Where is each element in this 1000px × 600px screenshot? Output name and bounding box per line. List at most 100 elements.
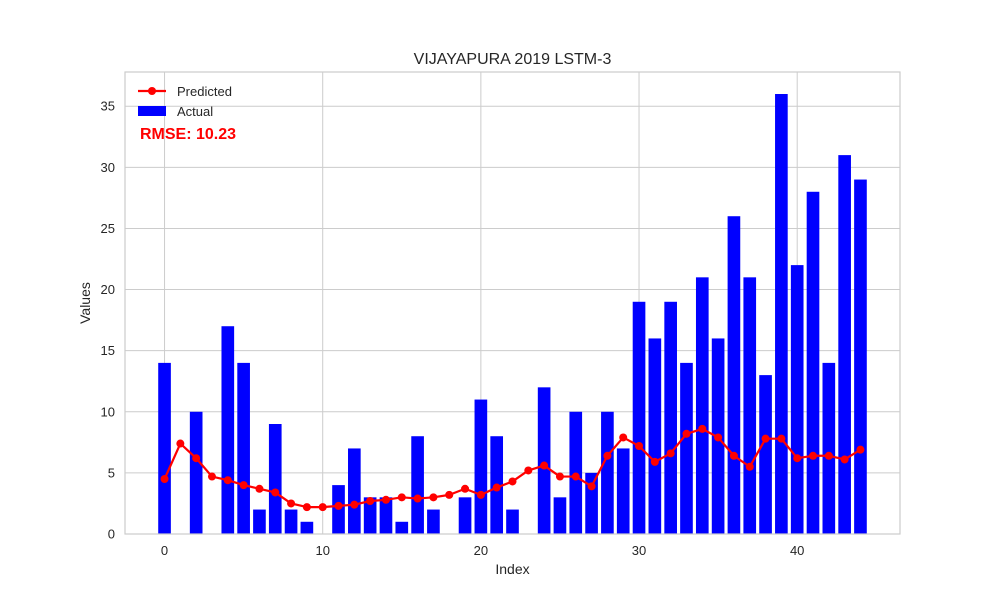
- y-tick-label: 25: [101, 221, 115, 236]
- predicted-point: [476, 490, 485, 499]
- y-tick-label: 5: [108, 465, 115, 480]
- bar-actual: [854, 179, 867, 535]
- predicted-point: [729, 451, 738, 460]
- bar-actual: [189, 411, 203, 534]
- bar-actual: [790, 265, 804, 534]
- y-tick-label: 0: [108, 527, 115, 542]
- predicted-point: [192, 454, 201, 463]
- bar-actual: [743, 277, 757, 534]
- predicted-point: [239, 481, 248, 490]
- predicted-point: [809, 451, 818, 460]
- predicted-point: [777, 434, 786, 443]
- bar-actual: [537, 387, 551, 534]
- x-tick-label: 40: [790, 543, 804, 558]
- x-tick-label: 10: [315, 543, 329, 558]
- predicted-point: [524, 466, 533, 475]
- predicted-point: [508, 477, 517, 486]
- legend-predicted-swatch-marker: [148, 87, 156, 95]
- predicted-point: [824, 451, 833, 460]
- predicted-point: [302, 503, 311, 512]
- x-tick-label: 30: [632, 543, 646, 558]
- x-axis-label: Index: [495, 561, 529, 577]
- rmse-annotation: RMSE: 10.23: [140, 126, 236, 143]
- predicted-point: [366, 497, 375, 505]
- bar-actual: [664, 301, 677, 534]
- y-tick-label: 30: [101, 160, 115, 175]
- predicted-point: [350, 500, 359, 509]
- predicted-point: [587, 482, 596, 491]
- bar-actual: [474, 399, 488, 534]
- predicted-point: [745, 462, 754, 471]
- bar-actual: [363, 497, 377, 534]
- bar-actual: [411, 436, 424, 534]
- legend-predicted-label: Predicted: [177, 84, 232, 99]
- predicted-point: [714, 433, 723, 442]
- actual-bars: [158, 94, 867, 535]
- bar-actual: [379, 497, 393, 534]
- predicted-point: [255, 484, 264, 493]
- bar-actual: [348, 448, 361, 534]
- predicted-point: [682, 429, 691, 438]
- bar-actual: [616, 448, 630, 534]
- bar-actual: [601, 411, 614, 534]
- predicted-point: [840, 455, 849, 464]
- predicted-point: [318, 503, 327, 512]
- predicted-point: [492, 483, 501, 492]
- plot-frame: [124, 71, 901, 535]
- y-tick-label: 20: [101, 282, 115, 297]
- predicted-point: [271, 488, 280, 497]
- predicted-point: [287, 499, 296, 508]
- predicted-point: [666, 449, 675, 458]
- bar-actual: [427, 509, 440, 534]
- bar-actual: [648, 338, 662, 534]
- bar-actual: [759, 375, 772, 534]
- predicted-point: [223, 476, 232, 485]
- y-tick-label: 35: [101, 99, 115, 114]
- bar-actual: [727, 216, 741, 534]
- bar-actual: [806, 191, 820, 534]
- predicted-point: [461, 484, 470, 493]
- y-axis-label: Values: [77, 282, 93, 324]
- predicted-point: [793, 454, 802, 463]
- y-tick-label: 15: [101, 343, 115, 358]
- bar-actual: [585, 472, 598, 534]
- bar-actual: [300, 521, 314, 534]
- x-tick-label: 20: [474, 543, 488, 558]
- predicted-point: [160, 475, 169, 483]
- bar-actual: [695, 277, 709, 534]
- bar-actual: [395, 521, 409, 534]
- chart-title: VIJAYAPURA 2019 LSTM-3: [414, 51, 612, 68]
- predicted-point: [555, 472, 564, 481]
- predicted-point: [603, 451, 612, 460]
- predicted-point: [619, 433, 628, 442]
- x-tick-labels: 0 10 20 30 40: [161, 543, 805, 558]
- y-tick-labels: 0 5 10 15 20 25 30 35: [101, 99, 115, 542]
- bar-actual: [221, 326, 235, 534]
- predicted-point: [650, 457, 659, 466]
- x-tick-label: 0: [161, 543, 168, 558]
- predicted-line-path: [163, 427, 862, 509]
- bar-actual: [458, 497, 472, 534]
- predicted-point: [445, 490, 454, 499]
- predicted-point: [635, 442, 644, 450]
- predicted-point: [381, 495, 390, 504]
- legend-actual-label: Actual: [177, 104, 213, 119]
- bar-actual: [680, 362, 693, 534]
- bar-actual: [838, 155, 851, 534]
- legend: Predicted Actual: [138, 84, 232, 119]
- predicted-point: [571, 472, 580, 481]
- predicted-point: [698, 424, 707, 433]
- y-tick-label: 10: [101, 404, 115, 419]
- predicted-point: [413, 494, 422, 503]
- predicted-point: [207, 472, 216, 481]
- predicted-line: [160, 424, 865, 512]
- predicted-point: [761, 434, 770, 443]
- bar-actual: [632, 301, 646, 534]
- bar-actual: [822, 362, 836, 534]
- bar-actual: [253, 509, 266, 534]
- predicted-point: [397, 493, 406, 502]
- bar-actual: [506, 509, 519, 534]
- predicted-point: [540, 461, 549, 470]
